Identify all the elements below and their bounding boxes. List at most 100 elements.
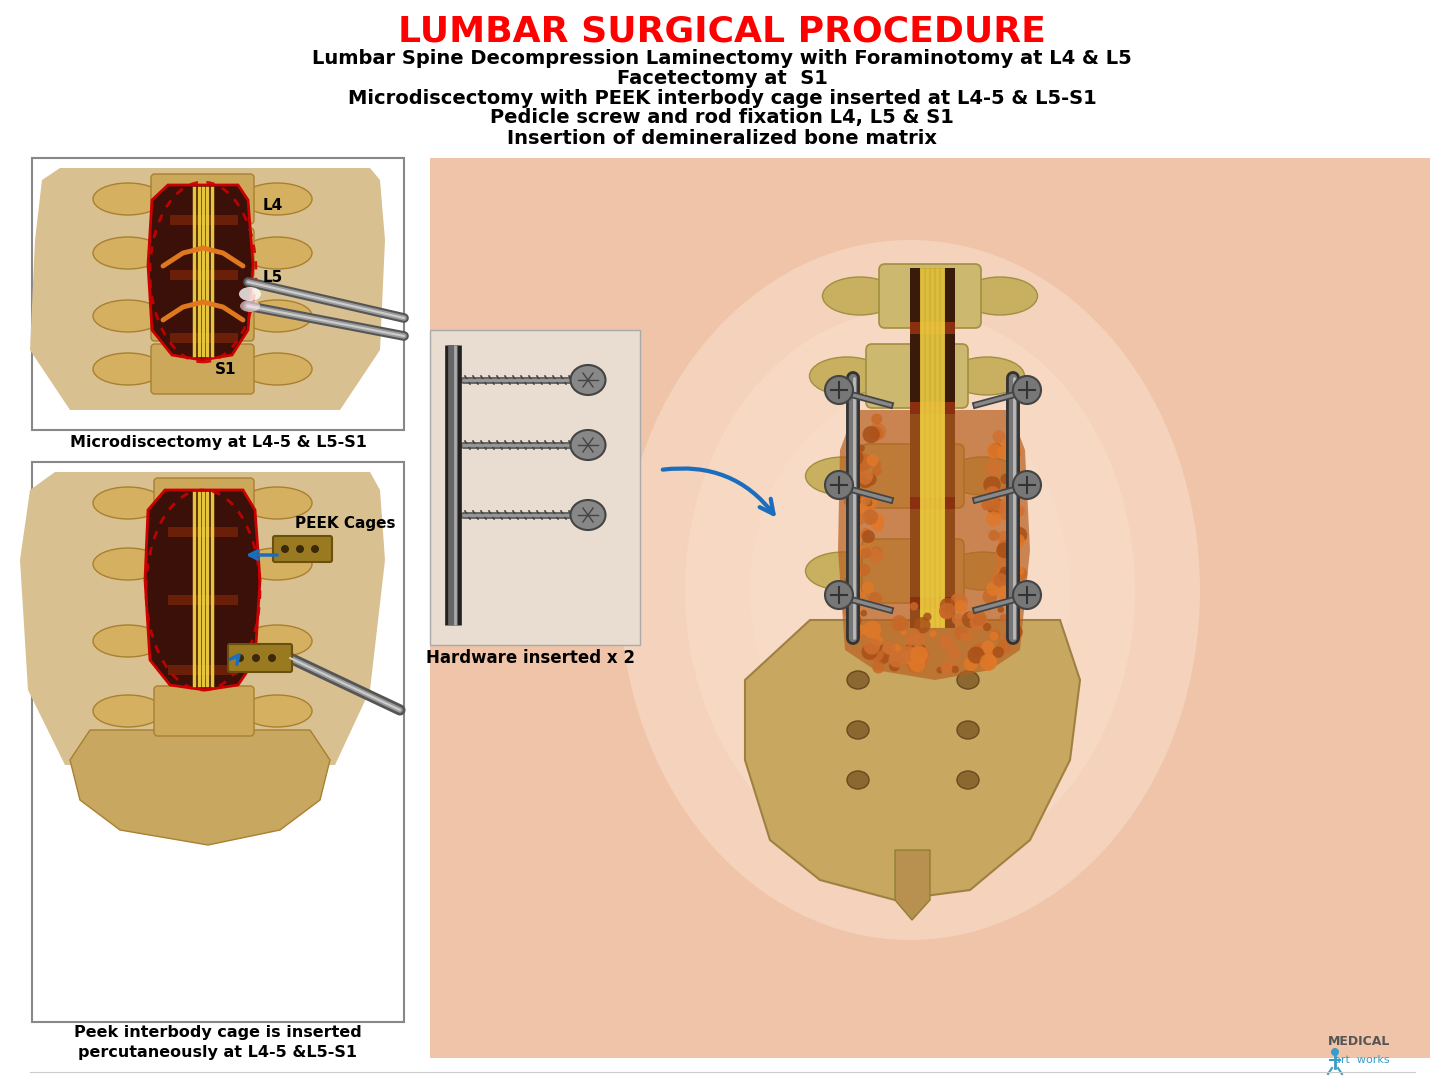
Circle shape bbox=[954, 627, 968, 641]
Polygon shape bbox=[20, 472, 384, 765]
Circle shape bbox=[983, 476, 1001, 493]
Circle shape bbox=[847, 488, 861, 503]
Ellipse shape bbox=[949, 357, 1025, 395]
Text: Microdiscectomy at L4-5 & L5-S1: Microdiscectomy at L4-5 & L5-S1 bbox=[69, 435, 367, 450]
Circle shape bbox=[857, 444, 866, 452]
Circle shape bbox=[915, 657, 928, 670]
Circle shape bbox=[968, 646, 984, 663]
Circle shape bbox=[848, 450, 864, 465]
Circle shape bbox=[844, 575, 860, 590]
Ellipse shape bbox=[241, 549, 312, 580]
Circle shape bbox=[985, 512, 1001, 527]
Ellipse shape bbox=[750, 390, 1069, 790]
Circle shape bbox=[991, 650, 998, 657]
FancyBboxPatch shape bbox=[863, 539, 964, 603]
Circle shape bbox=[847, 469, 855, 479]
Circle shape bbox=[863, 426, 880, 443]
Circle shape bbox=[873, 521, 883, 532]
Polygon shape bbox=[838, 410, 1030, 680]
Circle shape bbox=[996, 560, 1013, 577]
Polygon shape bbox=[147, 185, 253, 360]
Circle shape bbox=[844, 495, 854, 506]
Ellipse shape bbox=[92, 487, 163, 519]
Circle shape bbox=[905, 648, 922, 666]
Ellipse shape bbox=[809, 357, 884, 395]
FancyBboxPatch shape bbox=[879, 264, 981, 328]
Circle shape bbox=[1013, 624, 1022, 633]
Ellipse shape bbox=[241, 487, 312, 519]
Ellipse shape bbox=[241, 353, 312, 385]
Circle shape bbox=[996, 545, 1011, 562]
Circle shape bbox=[848, 625, 860, 637]
Circle shape bbox=[861, 530, 874, 543]
Circle shape bbox=[847, 542, 855, 551]
Circle shape bbox=[861, 644, 879, 660]
Polygon shape bbox=[894, 850, 931, 920]
Circle shape bbox=[993, 570, 1003, 580]
Ellipse shape bbox=[571, 500, 605, 530]
Text: Hardware inserted x 2: Hardware inserted x 2 bbox=[425, 649, 634, 667]
FancyBboxPatch shape bbox=[866, 344, 968, 408]
Circle shape bbox=[997, 585, 1012, 599]
Polygon shape bbox=[144, 490, 260, 691]
Circle shape bbox=[863, 509, 879, 525]
Circle shape bbox=[848, 628, 863, 642]
Circle shape bbox=[874, 461, 881, 467]
Circle shape bbox=[987, 498, 1004, 515]
Ellipse shape bbox=[957, 671, 980, 689]
Circle shape bbox=[997, 640, 1012, 654]
Circle shape bbox=[1004, 507, 1010, 513]
Circle shape bbox=[860, 528, 870, 538]
Ellipse shape bbox=[92, 695, 163, 727]
Ellipse shape bbox=[847, 721, 868, 739]
Ellipse shape bbox=[945, 552, 1020, 590]
Bar bbox=[168, 527, 238, 537]
Circle shape bbox=[868, 423, 886, 440]
Circle shape bbox=[883, 642, 896, 655]
Circle shape bbox=[866, 500, 873, 506]
Circle shape bbox=[980, 654, 997, 671]
Text: S1: S1 bbox=[215, 362, 237, 377]
Circle shape bbox=[964, 657, 978, 671]
Circle shape bbox=[939, 607, 952, 619]
Circle shape bbox=[998, 507, 1011, 520]
Circle shape bbox=[985, 459, 1003, 477]
Circle shape bbox=[906, 644, 915, 653]
Circle shape bbox=[867, 454, 879, 466]
FancyBboxPatch shape bbox=[150, 344, 254, 393]
Circle shape bbox=[863, 621, 881, 638]
Circle shape bbox=[997, 540, 1010, 553]
Bar bbox=[910, 268, 955, 628]
Circle shape bbox=[1000, 486, 1013, 498]
Circle shape bbox=[860, 609, 867, 617]
Ellipse shape bbox=[685, 310, 1134, 870]
Circle shape bbox=[987, 657, 997, 667]
Circle shape bbox=[845, 572, 853, 581]
FancyBboxPatch shape bbox=[155, 616, 254, 666]
Circle shape bbox=[848, 614, 861, 628]
Circle shape bbox=[864, 638, 880, 655]
Ellipse shape bbox=[620, 240, 1199, 940]
Ellipse shape bbox=[847, 671, 868, 689]
Circle shape bbox=[854, 513, 866, 525]
Circle shape bbox=[842, 604, 858, 619]
Circle shape bbox=[1003, 553, 1017, 567]
Ellipse shape bbox=[571, 430, 605, 460]
Circle shape bbox=[1013, 581, 1040, 609]
Circle shape bbox=[861, 581, 874, 594]
Ellipse shape bbox=[805, 457, 880, 495]
Ellipse shape bbox=[238, 287, 262, 301]
Circle shape bbox=[1013, 472, 1040, 499]
Circle shape bbox=[860, 493, 877, 511]
Circle shape bbox=[913, 634, 926, 646]
Ellipse shape bbox=[847, 771, 868, 789]
Circle shape bbox=[929, 630, 936, 637]
Circle shape bbox=[858, 505, 867, 515]
Text: Microdiscectomy with PEEK interbody cage inserted at L4-5 & L5-S1: Microdiscectomy with PEEK interbody cage… bbox=[348, 89, 1097, 107]
FancyBboxPatch shape bbox=[150, 228, 254, 278]
FancyBboxPatch shape bbox=[228, 644, 292, 672]
Text: Facetectomy at  S1: Facetectomy at S1 bbox=[617, 68, 828, 88]
Circle shape bbox=[871, 413, 883, 425]
Circle shape bbox=[998, 569, 1011, 582]
Ellipse shape bbox=[251, 654, 260, 662]
